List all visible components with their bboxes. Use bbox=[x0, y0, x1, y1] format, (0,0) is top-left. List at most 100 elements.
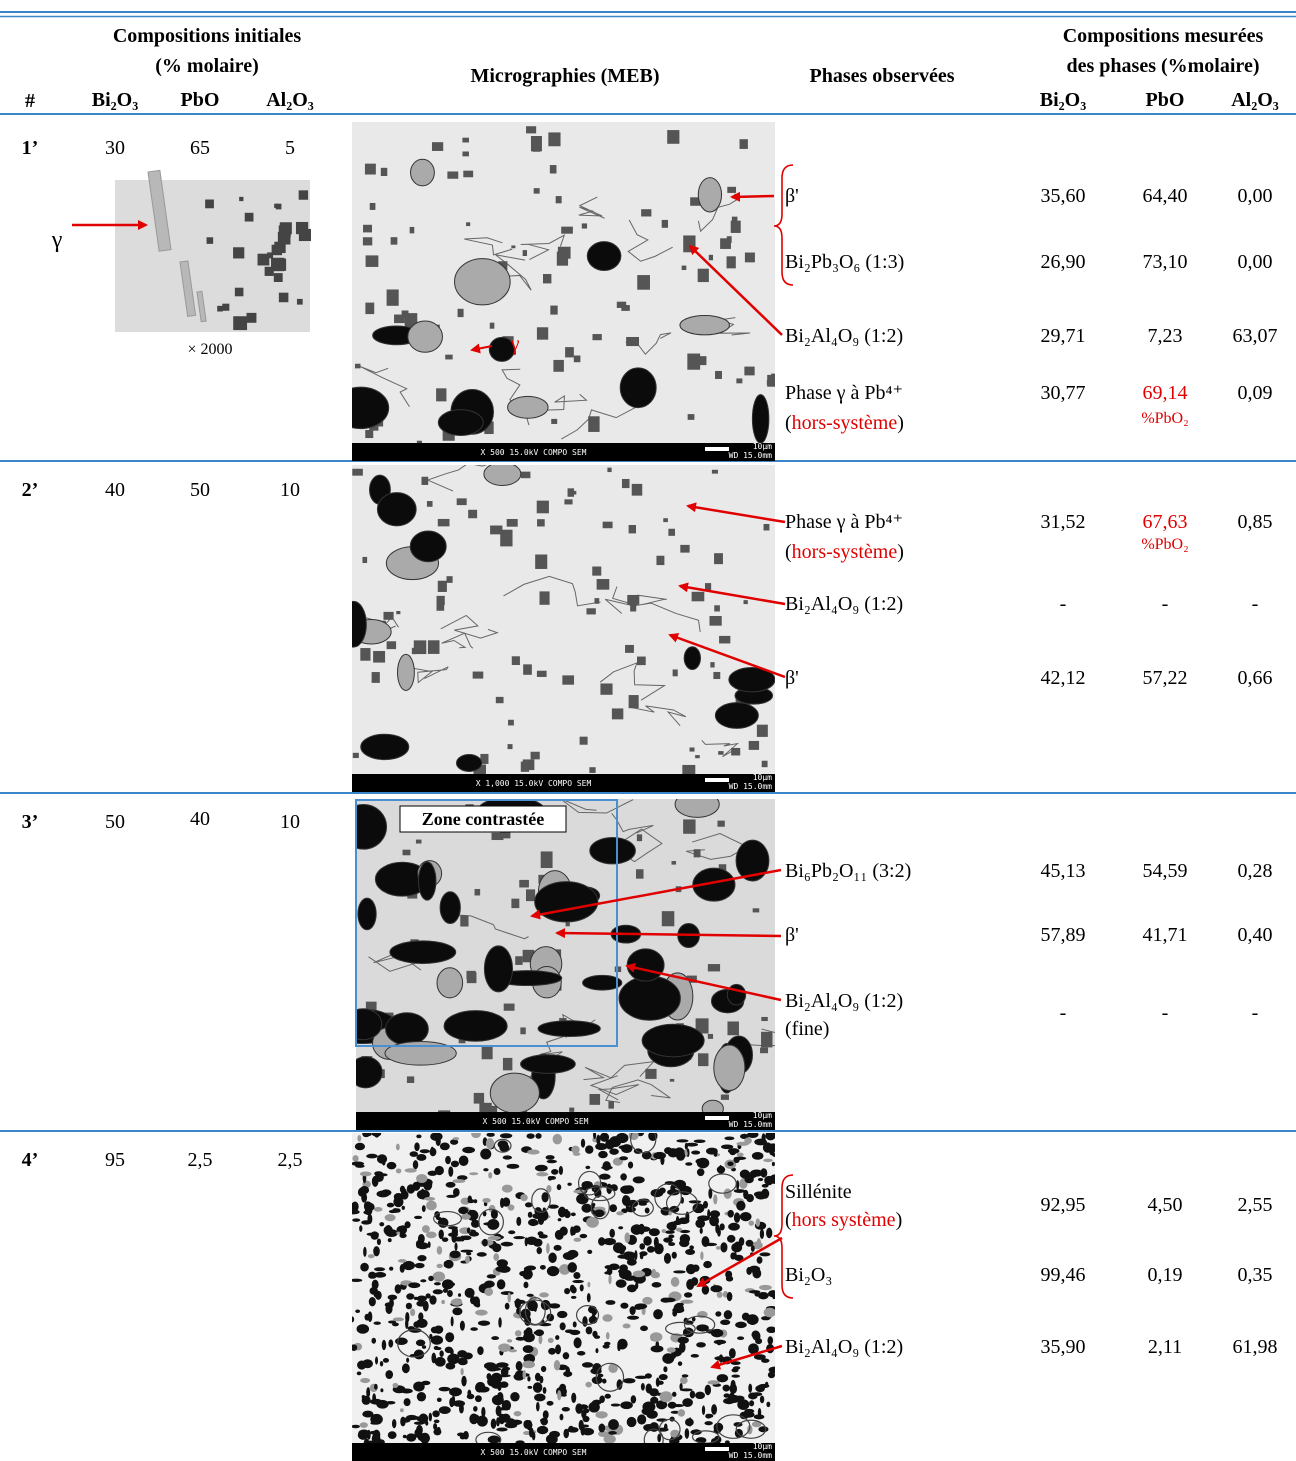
grain bbox=[438, 1229, 444, 1240]
grain bbox=[412, 1181, 421, 1191]
row-id: 2’ bbox=[21, 479, 39, 501]
scale-bar-background bbox=[352, 1443, 775, 1461]
grain bbox=[646, 1245, 655, 1253]
micrograph bbox=[352, 1133, 775, 1461]
grain bbox=[671, 1251, 677, 1259]
grain bbox=[464, 1255, 470, 1264]
grain bbox=[578, 1419, 584, 1431]
grain bbox=[439, 1142, 450, 1151]
grain bbox=[400, 1388, 413, 1394]
crack bbox=[404, 666, 449, 684]
grain bbox=[493, 1253, 500, 1261]
crystal bbox=[468, 509, 478, 519]
grain bbox=[458, 1293, 462, 1297]
grain bbox=[626, 1284, 637, 1293]
grain bbox=[760, 1168, 768, 1178]
grain bbox=[490, 1418, 497, 1429]
grain bbox=[416, 1318, 428, 1328]
grain bbox=[486, 1373, 492, 1380]
pore bbox=[582, 974, 623, 991]
measured-value: - bbox=[1161, 593, 1169, 615]
grain bbox=[701, 1236, 710, 1247]
crystal bbox=[707, 964, 721, 972]
grain bbox=[650, 1396, 659, 1404]
grain bbox=[395, 1168, 402, 1174]
crystal bbox=[707, 1033, 714, 1039]
grain bbox=[549, 1303, 561, 1309]
crack bbox=[445, 914, 529, 940]
crystal bbox=[522, 949, 535, 963]
grain bbox=[627, 1161, 634, 1169]
measured-value: 2,11 bbox=[1147, 1336, 1183, 1358]
scale-bar bbox=[705, 778, 729, 782]
measured-value: 92,95 bbox=[1040, 1194, 1086, 1216]
crystal bbox=[206, 237, 214, 244]
measured-value: 57,22 bbox=[1142, 667, 1188, 689]
grain bbox=[416, 1242, 429, 1250]
grain bbox=[623, 1251, 634, 1260]
grain bbox=[571, 1392, 577, 1403]
crack bbox=[440, 614, 499, 639]
grain bbox=[587, 1281, 591, 1288]
crystal bbox=[704, 583, 712, 592]
crystal bbox=[371, 672, 380, 683]
crystal bbox=[515, 956, 523, 965]
grain bbox=[556, 1184, 562, 1191]
grain bbox=[526, 1133, 535, 1139]
crystal bbox=[592, 566, 602, 576]
crystal bbox=[495, 696, 504, 704]
crystal bbox=[718, 864, 727, 872]
grain bbox=[653, 1236, 659, 1248]
grain bbox=[596, 1134, 601, 1146]
grain bbox=[478, 1208, 504, 1236]
grain bbox=[555, 1344, 562, 1355]
grain bbox=[534, 1393, 546, 1402]
grain bbox=[457, 1357, 468, 1365]
grain bbox=[602, 1344, 610, 1349]
pore bbox=[376, 492, 417, 527]
grain bbox=[581, 1180, 593, 1190]
grain bbox=[608, 1263, 620, 1271]
grain bbox=[507, 1204, 515, 1211]
grain bbox=[546, 1159, 558, 1164]
grain bbox=[545, 1155, 555, 1160]
crystal bbox=[411, 647, 417, 655]
grain bbox=[469, 1231, 480, 1237]
grain bbox=[716, 1341, 722, 1346]
grain bbox=[723, 1310, 733, 1320]
phase-note: (fine) bbox=[785, 1019, 829, 1039]
crystal bbox=[718, 751, 724, 755]
crystal bbox=[222, 303, 230, 311]
crystal bbox=[520, 761, 530, 772]
grain bbox=[402, 1260, 415, 1271]
measured-value: 54,59 bbox=[1142, 860, 1188, 882]
grain bbox=[547, 1204, 559, 1209]
grain bbox=[403, 1398, 411, 1407]
grain bbox=[421, 1205, 426, 1213]
grain bbox=[442, 1288, 448, 1293]
grain bbox=[766, 1401, 771, 1408]
grain bbox=[553, 1244, 562, 1251]
crystal bbox=[457, 308, 464, 318]
grain bbox=[648, 1228, 660, 1237]
grain bbox=[632, 1176, 645, 1184]
crystal bbox=[369, 423, 379, 431]
grain bbox=[393, 1196, 404, 1208]
micrograph bbox=[352, 122, 775, 461]
grain bbox=[430, 1335, 444, 1345]
grain bbox=[684, 1142, 688, 1150]
grain bbox=[573, 1337, 582, 1349]
grain bbox=[581, 1203, 592, 1213]
grain bbox=[771, 1161, 775, 1167]
crystal bbox=[697, 1053, 709, 1067]
grain bbox=[538, 1334, 543, 1345]
crystal bbox=[631, 483, 643, 496]
grain bbox=[609, 1148, 619, 1155]
crystal bbox=[502, 1057, 513, 1071]
grain bbox=[615, 1279, 627, 1288]
grain bbox=[470, 1327, 478, 1331]
grain bbox=[421, 1380, 431, 1386]
grain bbox=[506, 1163, 520, 1169]
phase-note-part: ( bbox=[785, 541, 792, 563]
